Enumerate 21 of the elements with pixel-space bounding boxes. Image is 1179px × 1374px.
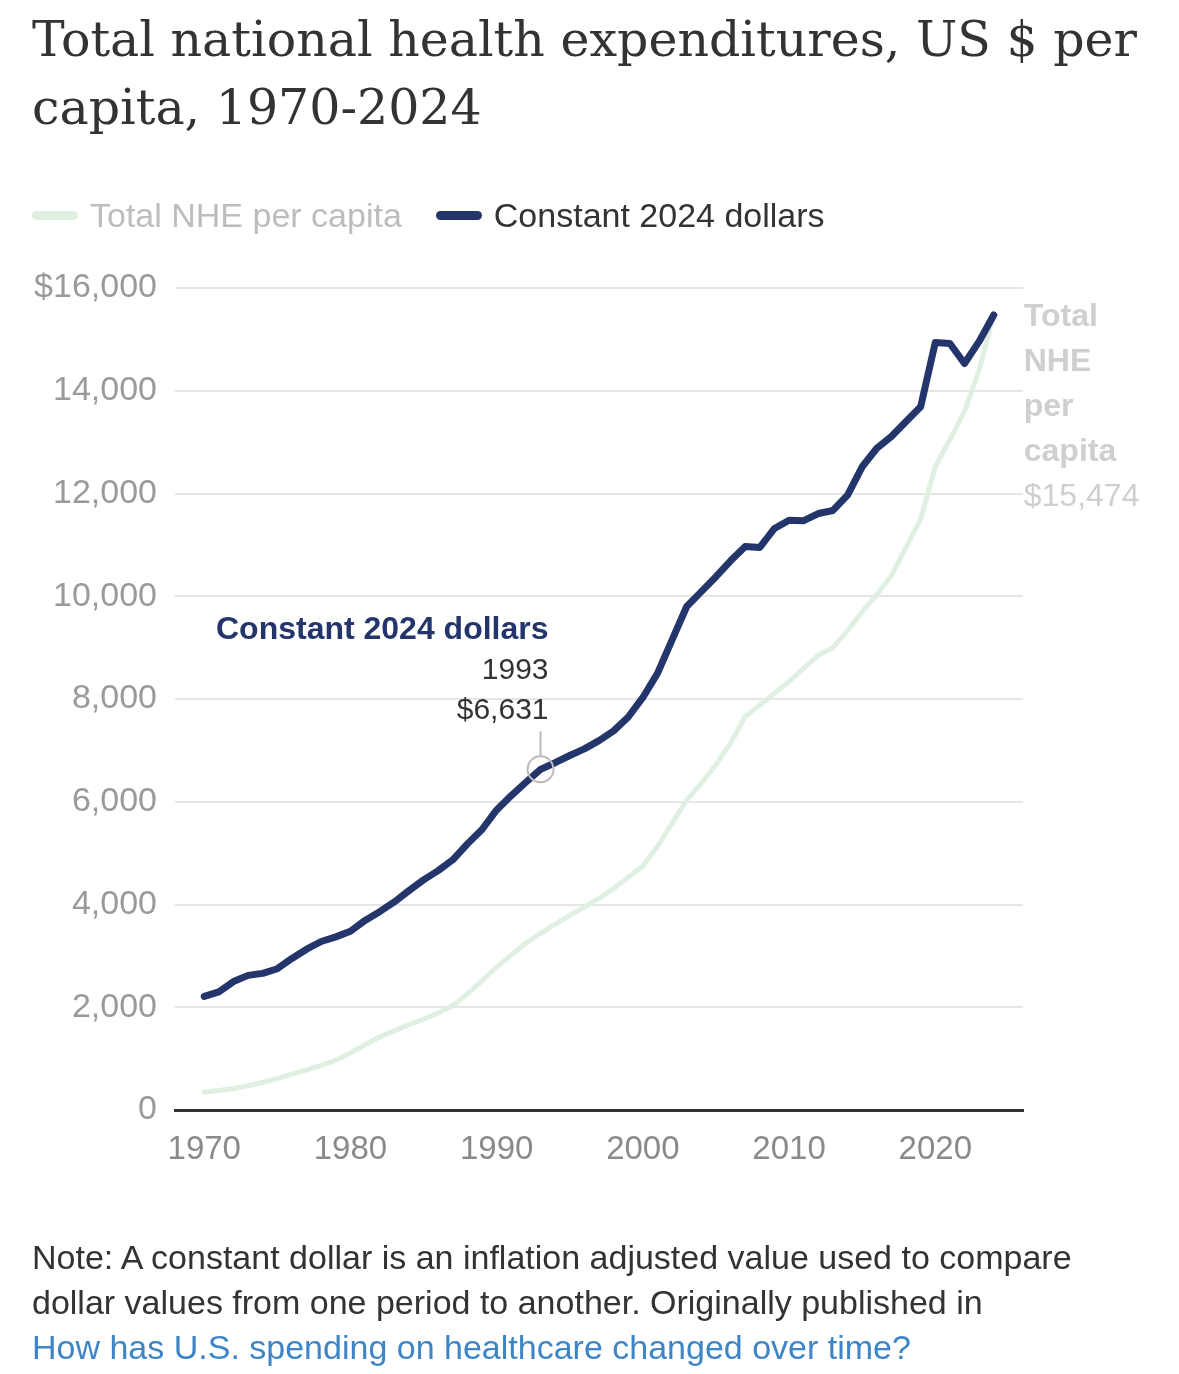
- x-tick-label: 2000: [606, 1128, 680, 1166]
- y-tick-label: $16,000: [34, 266, 157, 305]
- y-tick-label: 2,000: [71, 985, 157, 1024]
- y-tick-label: 12,000: [53, 471, 157, 510]
- y-tick-label: 14,000: [53, 369, 157, 408]
- text: Note: A constant dollar is an inflation adjusted value used to compare dollar values from one period to another. Originally published in: [32, 1238, 1072, 1321]
- legend-label: Constant 2024 dollars: [493, 195, 825, 236]
- y-tick-label: 10,000: [53, 574, 157, 613]
- text: How has U.S. spending on healthcare changed over time?: [32, 1328, 911, 1366]
- y-tick-label: 6,000: [71, 780, 157, 819]
- x-tick-label: 1990: [459, 1128, 534, 1166]
- y-tick-label: 4,000: [71, 882, 157, 921]
- legend-label: Total NHE per capita: [90, 195, 402, 236]
- chart-title: Total national health expenditures, US $ per capita, 1970-2024: [32, 10, 1138, 138]
- x-tick-label: 1970: [167, 1128, 241, 1166]
- annotation: Constant 2024 dollars 1993 $6,631: [215, 610, 549, 725]
- x-tick-label: 1980: [313, 1128, 388, 1166]
- y-tick-label: 0: [138, 1088, 157, 1127]
- y-tick-label: 8,000: [71, 677, 157, 716]
- x-tick-label: 2020: [898, 1128, 972, 1166]
- x-tick-label: 2010: [752, 1128, 826, 1166]
